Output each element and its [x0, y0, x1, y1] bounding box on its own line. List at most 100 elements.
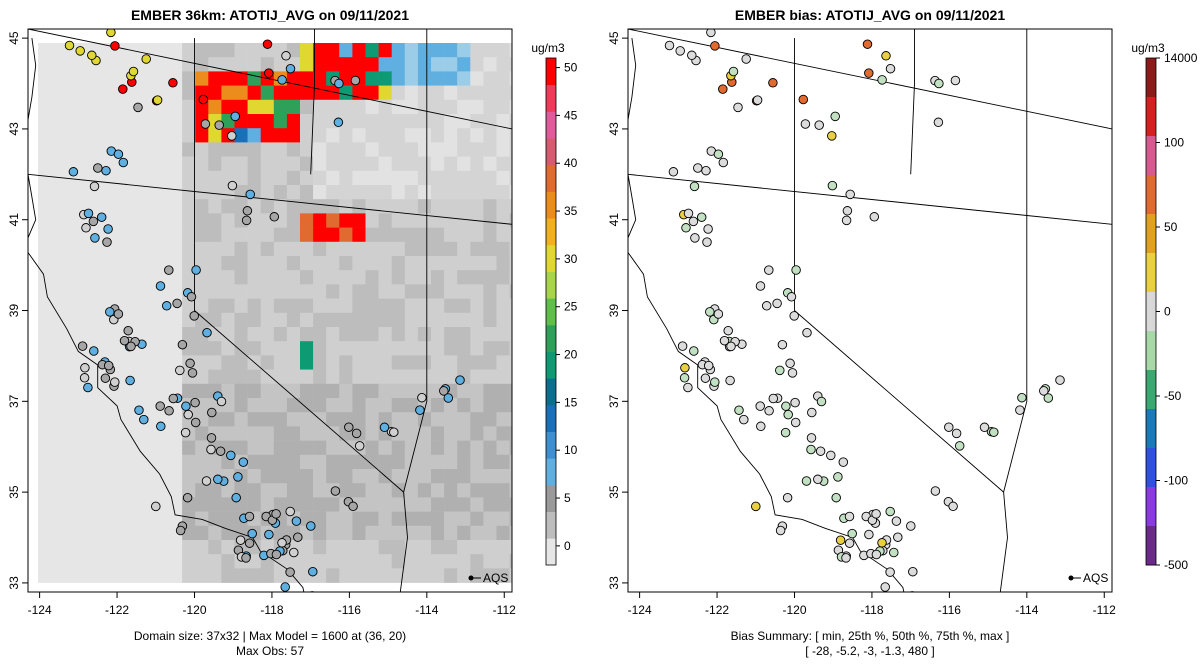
model-grid-cell	[195, 227, 209, 243]
y-tick-label: 39	[607, 304, 621, 318]
model-grid-cell	[352, 568, 366, 583]
model-grid-cell	[365, 525, 379, 541]
model-grid-cell	[496, 355, 510, 370]
model-grid-cell	[116, 398, 130, 413]
model-grid-cell	[339, 355, 353, 370]
model-grid-cell	[391, 85, 406, 101]
aqs-site-marker	[880, 582, 890, 592]
model-grid-cell	[470, 99, 484, 115]
model-grid-cell	[326, 270, 340, 285]
model-grid-cell	[273, 568, 288, 583]
model-grid-cell	[247, 85, 261, 101]
model-grid-cell	[182, 440, 196, 456]
model-grid-cell	[64, 241, 78, 257]
model-grid-cell	[313, 554, 327, 569]
model-grid-cell	[142, 114, 157, 129]
model-grid-cell	[103, 85, 117, 101]
model-grid-cell	[155, 156, 170, 172]
model-grid-cell	[286, 170, 301, 186]
model-grid-cell	[339, 43, 353, 58]
model-grid-cell	[221, 511, 235, 527]
model-grid-cell	[51, 213, 65, 228]
model-grid-cell	[38, 227, 52, 243]
model-grid-cell	[273, 241, 288, 257]
model-grid-cell	[417, 440, 432, 456]
model-grid-cell	[77, 511, 91, 527]
model-grid-cell	[417, 298, 432, 314]
model-grid-cell	[339, 469, 353, 484]
model-grid-cell	[155, 469, 170, 484]
model-grid-cell	[169, 57, 183, 72]
model-grid-cell	[129, 270, 144, 285]
model-grid-cell	[142, 398, 157, 413]
model-grid-cell	[273, 270, 288, 285]
aqs-site-marker	[908, 566, 918, 577]
model-grid-cell	[247, 383, 261, 399]
model-grid-cell	[286, 298, 301, 314]
colorbar-segment	[546, 538, 556, 566]
model-grid-cell	[457, 298, 471, 314]
model-grid-cell	[77, 454, 91, 470]
colorbar-segment	[546, 84, 556, 112]
model-grid-cell	[365, 199, 379, 214]
model-grid-cell	[116, 483, 130, 498]
aqs-site-marker	[455, 375, 465, 385]
model-grid-cell	[77, 128, 91, 143]
model-grid-cell	[457, 142, 471, 157]
model-grid-cell	[51, 327, 65, 342]
model-grid-cell	[103, 71, 117, 86]
model-grid-cell	[496, 312, 510, 328]
model-grid-cell	[457, 383, 471, 399]
aqs-site-marker	[755, 401, 765, 411]
model-grid-cell	[483, 114, 497, 129]
model-grid-cell	[300, 170, 314, 186]
model-grid-cell	[352, 185, 366, 200]
model-grid-cell	[404, 483, 419, 498]
aqs-site-marker	[841, 553, 851, 563]
model-grid-cell	[339, 57, 353, 72]
model-grid-cell	[496, 71, 510, 86]
model-grid-cell	[352, 241, 366, 257]
model-grid-cell	[352, 511, 366, 527]
aqs-site-marker	[719, 335, 730, 346]
x-tick-label: -114	[415, 603, 438, 617]
model-grid-cell	[496, 454, 510, 470]
model-grid-cell	[457, 213, 471, 228]
model-grid-cell	[260, 327, 275, 342]
model-grid-cell	[496, 185, 510, 200]
model-grid-cell	[431, 142, 445, 157]
model-grid-cell	[286, 199, 301, 214]
model-grid-cell	[64, 469, 78, 484]
aqs-site-marker	[1039, 386, 1049, 396]
aqs-site-marker	[379, 422, 390, 433]
model-grid-cell	[90, 85, 104, 101]
aqs-site-marker	[103, 224, 113, 234]
model-grid-cell	[496, 43, 510, 58]
model-grid-cell	[404, 355, 419, 370]
aqs-site-marker	[291, 516, 302, 526]
model-grid-cell	[378, 511, 392, 527]
model-grid-cell	[483, 511, 497, 527]
colorbar-tick-label: 5	[564, 491, 571, 505]
state-border	[194, 38, 404, 493]
model-grid-cell	[221, 298, 235, 314]
model-grid-cell	[64, 114, 78, 129]
model-grid-cell	[129, 114, 144, 129]
aqs-site-marker	[175, 525, 186, 536]
model-grid-cell	[208, 568, 222, 583]
model-grid-cell	[365, 383, 379, 399]
model-grid-cell	[273, 426, 288, 441]
colorbar-frame	[545, 57, 557, 566]
model-grid-cell	[273, 142, 288, 157]
model-grid-cell	[90, 114, 104, 129]
model-grid-cell	[470, 341, 484, 356]
aqs-site-marker	[151, 501, 161, 512]
model-grid-cell	[116, 213, 130, 228]
model-grid-cell	[129, 511, 144, 527]
model-grid-cell	[169, 426, 183, 441]
model-grid-cell	[457, 497, 471, 512]
colorbar-segment	[1146, 58, 1156, 98]
model-grid-cell	[116, 440, 130, 456]
model-grid-cell	[77, 99, 91, 115]
model-grid-cell	[496, 426, 510, 441]
